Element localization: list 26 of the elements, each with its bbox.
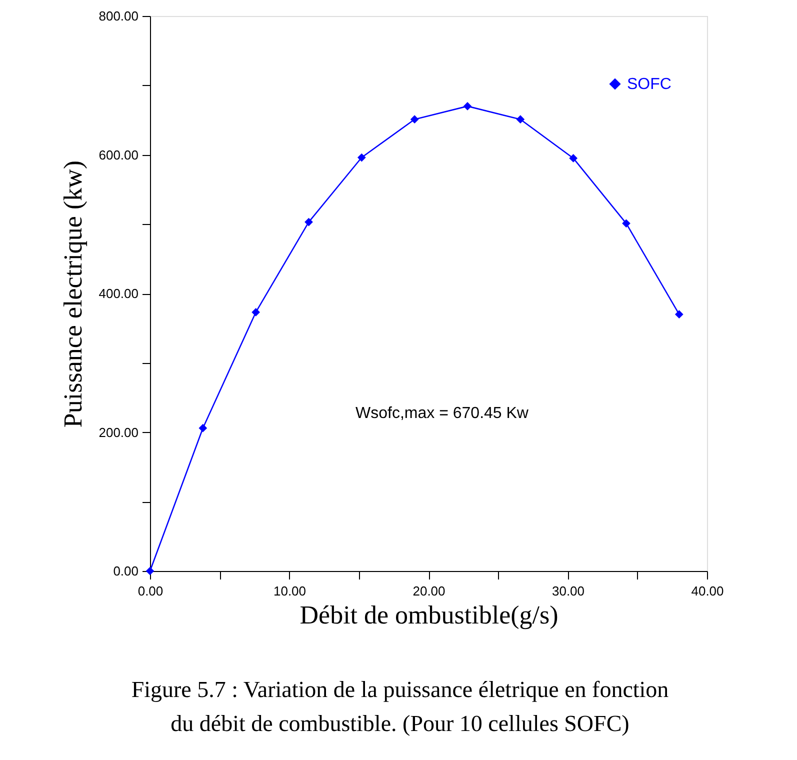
x-axis-title: Débit de ombustible(g/s)	[300, 600, 558, 630]
point	[622, 219, 630, 228]
point	[146, 566, 154, 576]
point	[674, 310, 684, 318]
point	[304, 218, 313, 226]
point	[569, 154, 578, 162]
y-tick-label: 800.00	[98, 8, 138, 24]
point	[198, 424, 208, 432]
y-tick-label: 0.00	[113, 564, 138, 578]
y-tick-label: 200.00	[98, 424, 138, 440]
point	[463, 102, 472, 110]
y-tick-label: 400.00	[98, 286, 138, 301]
point	[357, 153, 366, 162]
x-tick-label: 30.00	[552, 584, 585, 598]
point	[410, 115, 419, 124]
annotation: Wsofc,max = 670.45 Kw	[356, 405, 529, 422]
x-tick-label: 40.00	[691, 584, 724, 598]
x-tick-label: 0.00	[138, 584, 164, 598]
y-axis-title: Puissance electrique (kw)	[58, 160, 88, 428]
x-tick-label: 20.00	[412, 584, 446, 598]
x-tick-label: 10.00	[273, 584, 306, 598]
legend-label: SOFC	[627, 76, 672, 93]
y-tick-label: 600.00	[98, 147, 138, 162]
point	[252, 308, 260, 316]
point	[516, 115, 525, 124]
caption: Figure 5.7 : Variation de la puissance életrique en fonction du débit de combustible. (Pour 10 cellules SOFC)	[131, 677, 670, 736]
